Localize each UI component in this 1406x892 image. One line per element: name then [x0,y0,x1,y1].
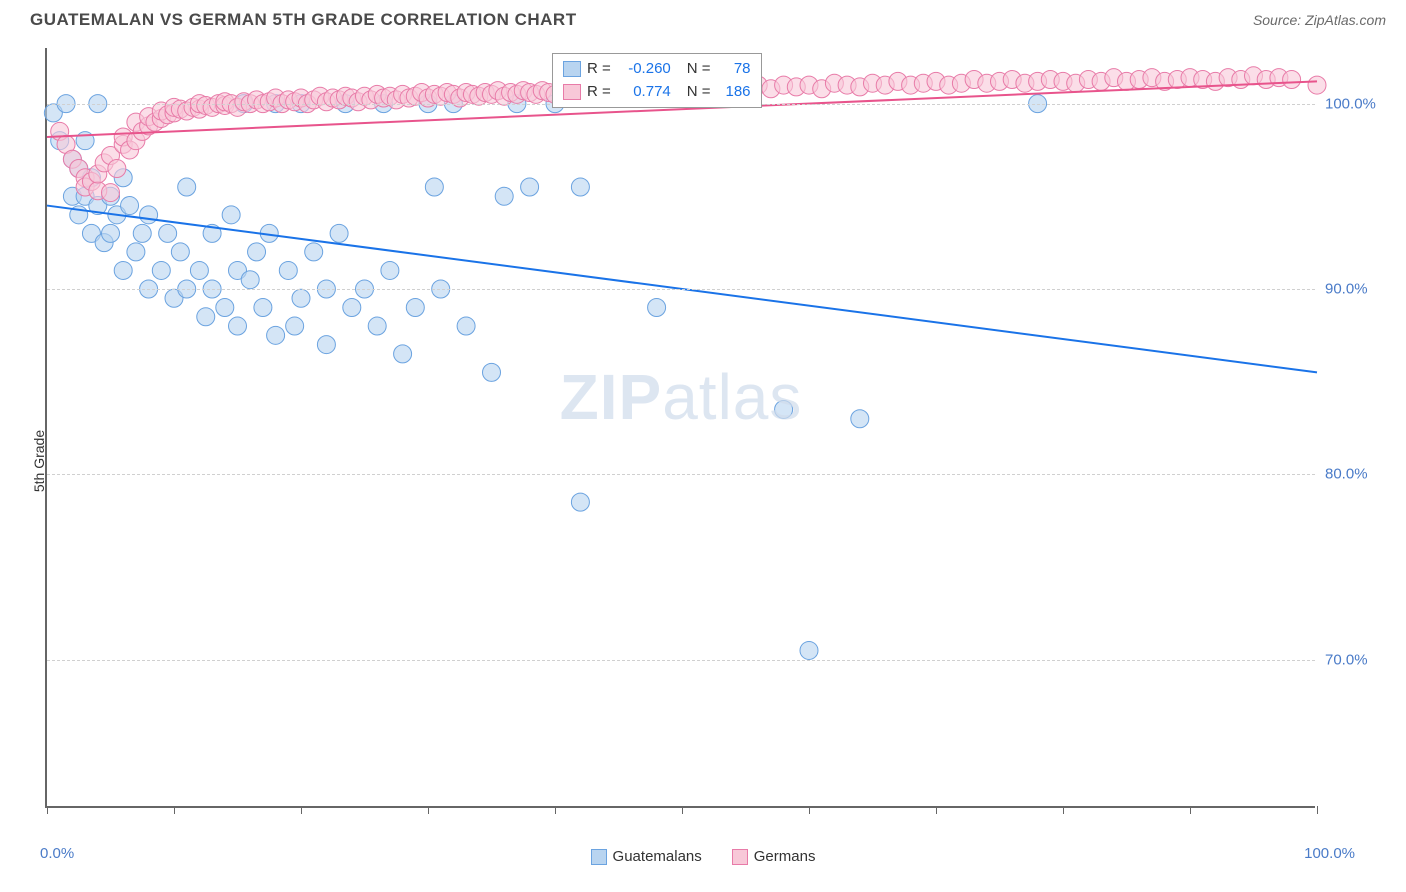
stats-r-label: R = [587,58,611,81]
x-tick [555,806,556,814]
stats-n-label: N = [687,58,711,81]
x-tick [1317,806,1318,814]
plot-svg [47,48,1315,806]
x-tick [682,806,683,814]
scatter-point [425,178,443,196]
gridline [47,474,1315,475]
legend-swatch [563,61,581,77]
scatter-point [248,243,266,261]
scatter-point [292,289,310,307]
scatter-point [406,299,424,317]
x-tick [428,806,429,814]
bottom-legend: Guatemalans Germans [0,848,1406,865]
y-tick-label: 100.0% [1325,95,1395,112]
scatter-point [140,206,158,224]
chart-header: GUATEMALAN VS GERMAN 5TH GRADE CORRELATI… [0,0,1406,38]
scatter-point [800,641,818,659]
scatter-point [102,224,120,242]
scatter-point [114,261,132,279]
x-tick [809,806,810,814]
chart-container: 5th Grade ZIPatlas R =-0.260N =78R =0.77… [0,38,1406,883]
stats-n-value: 78 [717,58,751,81]
scatter-point [216,299,234,317]
y-tick-label: 90.0% [1325,280,1395,297]
legend-swatch [591,849,607,865]
x-tick [1190,806,1191,814]
scatter-point [159,224,177,242]
legend-swatch [563,84,581,100]
scatter-point [648,299,666,317]
scatter-point [254,299,272,317]
x-tick [174,806,175,814]
scatter-point [102,184,120,202]
scatter-point [267,326,285,344]
x-tick [301,806,302,814]
stats-r-value: -0.260 [617,58,671,81]
gridline [47,660,1315,661]
scatter-point [483,363,501,381]
chart-source: Source: ZipAtlas.com [1253,12,1386,28]
scatter-point [152,261,170,279]
legend-swatch [732,849,748,865]
scatter-point [133,224,151,242]
stats-row: R = -0.260 N = 78 [563,58,751,81]
scatter-point [108,159,126,177]
scatter-point [317,336,335,354]
scatter-point [1283,71,1301,89]
legend-label: Guatemalans [613,848,702,865]
scatter-point [495,187,513,205]
stats-r-label: R = [587,81,611,104]
scatter-point [381,261,399,279]
legend-item: Germans [732,848,816,865]
scatter-point [368,317,386,335]
stats-n-value: 186 [717,81,751,104]
scatter-point [571,178,589,196]
stats-box: R = -0.260 N = 78 R = 0.774 N = 186 [552,53,762,108]
scatter-point [851,410,869,428]
x-tick [47,806,48,814]
scatter-point [343,299,361,317]
scatter-point [1308,76,1326,94]
scatter-point [178,178,196,196]
scatter-point [229,317,247,335]
scatter-point [190,261,208,279]
scatter-point [222,206,240,224]
scatter-point [127,243,145,261]
scatter-point [305,243,323,261]
scatter-point [394,345,412,363]
stats-n-label: N = [687,81,711,104]
scatter-point [121,197,139,215]
scatter-point [279,261,297,279]
scatter-point [330,224,348,242]
scatter-point [241,271,259,289]
y-tick-label: 80.0% [1325,466,1395,483]
x-tick [1063,806,1064,814]
scatter-point [197,308,215,326]
stats-row: R = 0.774 N = 186 [563,81,751,104]
gridline [47,289,1315,290]
stats-r-value: 0.774 [617,81,671,104]
plot-area: ZIPatlas R =-0.260N =78R =0.774N =186 70… [45,48,1315,808]
scatter-point [457,317,475,335]
scatter-point [521,178,539,196]
scatter-point [171,243,189,261]
scatter-point [571,493,589,511]
y-tick-label: 70.0% [1325,651,1395,668]
scatter-point [775,400,793,418]
x-tick [936,806,937,814]
legend-label: Germans [754,848,816,865]
scatter-point [286,317,304,335]
chart-title: GUATEMALAN VS GERMAN 5TH GRADE CORRELATI… [30,10,577,30]
legend-item: Guatemalans [591,848,702,865]
